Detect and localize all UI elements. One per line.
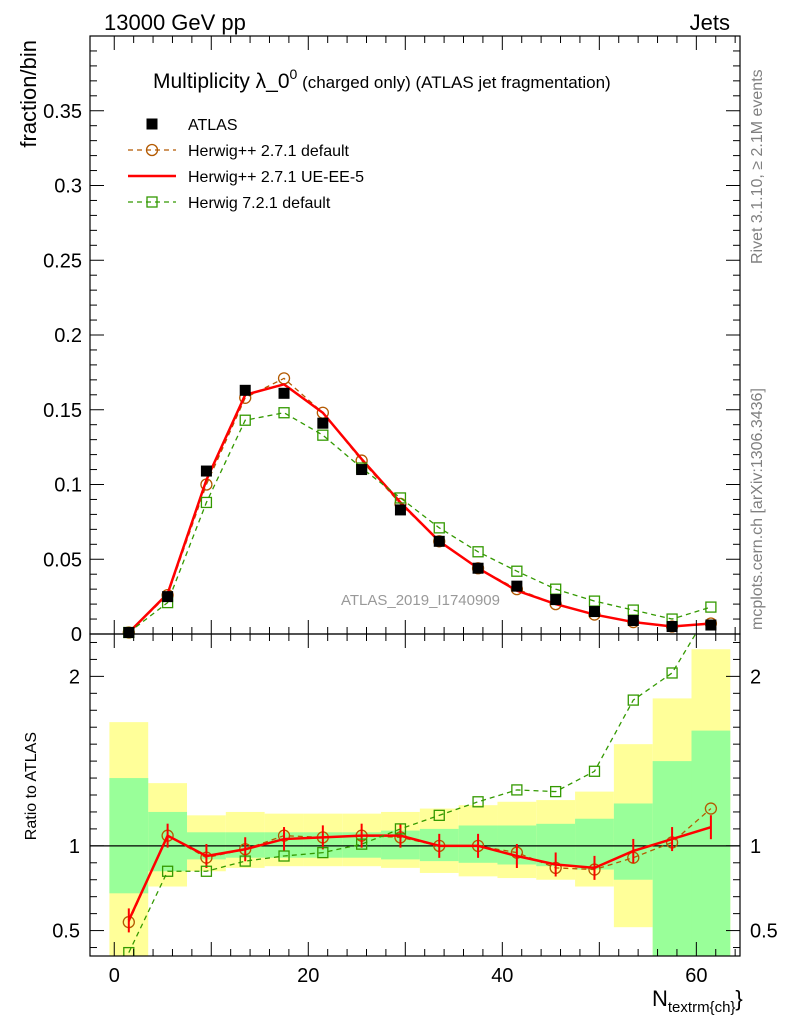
ratio-point-2-10 — [511, 784, 523, 796]
plot-title-sub: (charged only) (ATLAS jet fragmentation) — [297, 73, 610, 92]
ratio-point-2-3 — [239, 855, 251, 867]
ratio-panel-axes: 0.5 0.51 12 20 20 40 60 — [52, 633, 778, 987]
ratio-point-0-15 — [704, 802, 718, 815]
ratio-band-inner-15 — [691, 730, 731, 956]
rivet-label: Rivet 3.1.10, ≥ 2.1M events — [749, 69, 766, 264]
ratio-panel-bands — [90, 649, 740, 956]
ratio-point-2-5 — [317, 846, 329, 859]
ratio-ytick-label: 2 — [69, 666, 80, 688]
ratio-line-1 — [127, 826, 712, 921]
main-ytick-label: 0.2 — [54, 325, 82, 347]
atlas-point-3 — [239, 384, 251, 396]
ratio-ytick-label: 0.5 — [52, 921, 80, 943]
atlas-point-14 — [666, 621, 678, 633]
atlas-point-6 — [356, 464, 368, 476]
ratio-band-inner-0 — [109, 778, 149, 894]
ratio-point-2-4 — [278, 850, 290, 862]
ratio-point-2-14 — [666, 667, 678, 679]
ratio-band-inner-14 — [652, 761, 692, 956]
main-ytick-label: 0.1 — [54, 475, 82, 497]
main-point-3-8 — [433, 522, 445, 534]
main-point-3-13 — [627, 604, 639, 616]
ratio-xtick-label: 60 — [685, 965, 707, 987]
main-ytick-label: 0.3 — [54, 176, 82, 198]
main-line-2 — [127, 382, 711, 634]
ratio-ylabel: Ratio to ATLAS — [23, 732, 40, 840]
ratio-ytick-label-right: 1 — [750, 836, 761, 858]
main-point-3-4 — [278, 407, 290, 419]
ratio-ytick-label: 1 — [69, 836, 80, 858]
ratio-point-2-12 — [588, 765, 601, 777]
ratio-xlabel-sub: textrm{ch} — [668, 999, 736, 1016]
ratio-point-2-1 — [161, 865, 174, 877]
main-ytick-label: 0 — [71, 624, 82, 646]
main-point-3-7 — [394, 492, 407, 504]
legend-label-3: Herwig 7.2.1 default — [188, 195, 331, 212]
ratio-ytick-label-right: 0.5 — [750, 921, 778, 943]
main-line-3 — [128, 412, 712, 634]
header-right: Jets — [690, 10, 730, 35]
ratio-xtick-label: 0 — [109, 965, 120, 987]
mcplots-label: mcplots.cern.ch [arXiv:1306.3436] — [749, 388, 766, 630]
legend-label-2: Herwig++ 2.7.1 UE-EE-5 — [188, 169, 364, 186]
ratio-xtick-label: 40 — [491, 965, 513, 987]
main-point-3-15 — [705, 601, 717, 613]
atlas-point-13 — [627, 615, 639, 627]
atlas-point-12 — [588, 606, 600, 618]
ratio-point-2-6 — [355, 838, 368, 850]
atlas-point-2 — [200, 465, 212, 477]
ratio-ytick-label-right: 2 — [750, 666, 761, 688]
main-panel-axes: 0 0.05 0.1 0.15 0.2 0.25 0.3 0.35 — [43, 35, 741, 646]
plot-title-main: Multiplicity λ_0 — [153, 70, 290, 93]
atlas-point-15 — [705, 619, 717, 631]
ratio-xlabel-main: N — [652, 986, 668, 1011]
legend-marker-atlas — [146, 118, 158, 130]
ratio-point-2-11 — [550, 785, 562, 798]
ratio-point-2-8 — [433, 809, 445, 821]
plot-title-sup: 0 — [290, 66, 298, 82]
atlas-point-7 — [394, 504, 406, 516]
atlas-point-9 — [472, 562, 484, 574]
main-point-3-5 — [317, 429, 329, 441]
ratio-point-2-7 — [394, 823, 407, 835]
ratio-panel-series — [122, 634, 718, 956]
ratio-xlabel: Ntextrm{ch}} — [652, 986, 743, 1016]
ratio-point-2-9 — [472, 796, 484, 808]
ratio-point-2-13 — [627, 694, 639, 706]
legend-label-0: ATLAS — [188, 117, 238, 134]
atlas-point-11 — [550, 594, 562, 606]
atlas-point-5 — [317, 417, 329, 429]
legend-label-1: Herwig++ 2.7.1 default — [188, 143, 350, 160]
ratio-point-2-2 — [200, 865, 213, 877]
main-ytick-label: 0.35 — [43, 101, 82, 123]
legend: ATLAS Herwig++ 2.7.1 default Herwig++ 2.7.… — [128, 117, 364, 212]
main-point-3-3 — [239, 414, 251, 426]
atlas-point-4 — [278, 387, 290, 399]
ratio-xtick-label: 20 — [297, 965, 319, 987]
main-ytick-label: 0.25 — [43, 250, 82, 272]
main-point-3-9 — [472, 546, 484, 558]
atlas-point-10 — [511, 580, 523, 592]
legend-marker-1 — [145, 143, 159, 157]
main-point-3-2 — [200, 496, 213, 509]
legend-marker-3 — [146, 196, 158, 208]
main-ytick-label: 0.15 — [43, 400, 82, 422]
ratio-xlabel-close: } — [735, 986, 742, 1011]
ratio-series-clipped — [122, 634, 718, 956]
main-ytick-label: 0.05 — [43, 549, 82, 571]
header-left: 13000 GeV pp — [104, 10, 246, 35]
plot-title: Multiplicity λ_00 (charged only) (ATLAS … — [153, 66, 611, 93]
main-panel-series — [122, 372, 718, 639]
atlas-point-8 — [433, 535, 445, 547]
main-point-3-10 — [511, 565, 523, 577]
atlas-point-1 — [162, 591, 174, 603]
main-ylabel: fraction/bin — [16, 40, 41, 148]
atlas-point-0 — [123, 627, 135, 639]
analysis-label: ATLAS_2019_I1740909 — [341, 592, 500, 609]
ratio-line-2 — [128, 634, 697, 953]
